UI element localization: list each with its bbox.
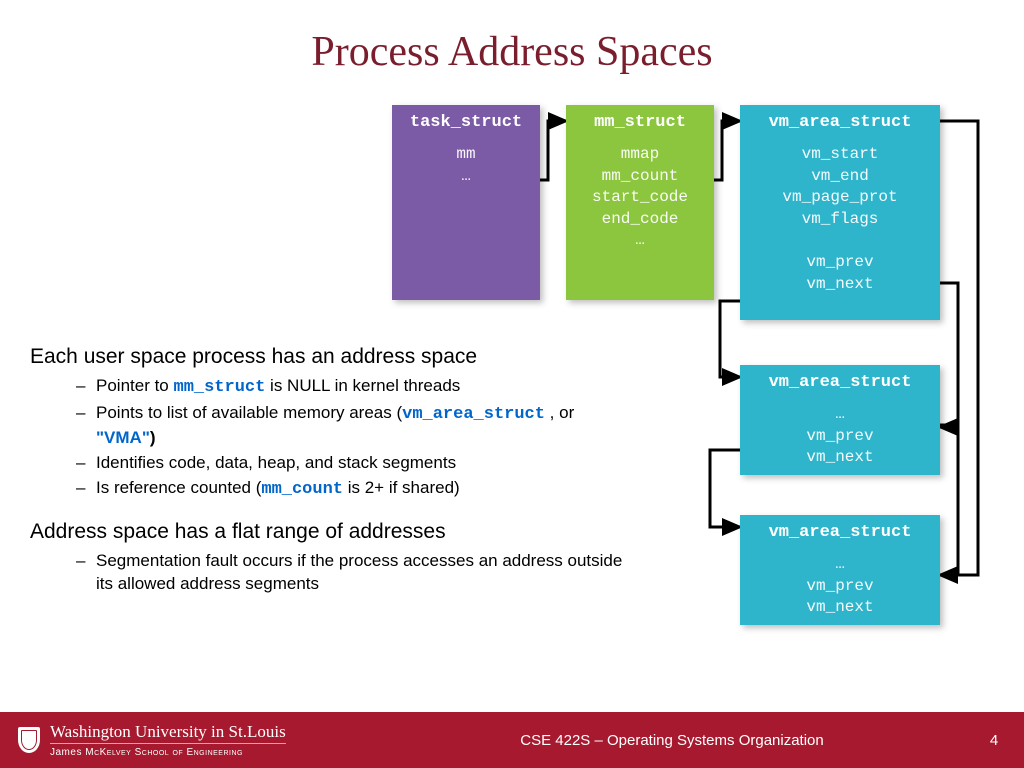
university-name: Washington University in St.Louis <box>50 723 286 740</box>
slide-title: Process Address Spaces <box>0 0 1024 76</box>
page-number: 4 <box>964 732 1024 749</box>
school-name: James McKelvey School of Engineering <box>50 743 286 758</box>
bullet-5: Segmentation fault occurs if the process… <box>80 550 630 596</box>
bullet-1: Pointer to mm_struct is NULL in kernel t… <box>80 375 630 400</box>
slide-content: Each user space process has an address s… <box>30 345 630 614</box>
heading-1: Each user space process has an address s… <box>30 345 630 369</box>
struct-vma3: vm_area_struct…vm_prevvm_next <box>740 515 940 625</box>
struct-task: task_structmm… <box>392 105 540 300</box>
struct-vma2: vm_area_struct…vm_prevvm_next <box>740 365 940 475</box>
struct-vma1: vm_area_structvm_startvm_endvm_page_prot… <box>740 105 940 320</box>
slide-footer: Washington University in St.Louis James … <box>0 712 1024 768</box>
bullet-4: Is reference counted (mm_count is 2+ if … <box>80 477 630 502</box>
bullet-3: Identifies code, data, heap, and stack s… <box>80 452 630 475</box>
struct-mm: mm_structmmapmm_countstart_codeend_code… <box>566 105 714 300</box>
course-label: CSE 422S – Operating Systems Organizatio… <box>380 732 964 749</box>
shield-icon <box>18 727 40 753</box>
heading-2: Address space has a flat range of addres… <box>30 520 630 544</box>
footer-logo: Washington University in St.Louis James … <box>0 723 380 758</box>
bullet-2: Points to list of available memory areas… <box>80 402 630 450</box>
